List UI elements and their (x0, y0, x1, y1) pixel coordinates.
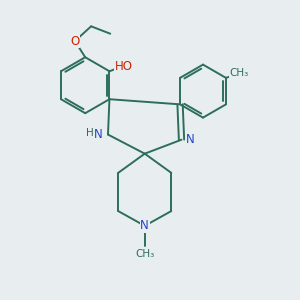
Text: N: N (94, 128, 103, 141)
Text: H: H (86, 128, 94, 138)
Text: N: N (94, 128, 103, 141)
Text: N: N (185, 133, 194, 146)
Text: CH₃: CH₃ (230, 68, 249, 78)
Text: O: O (70, 34, 80, 48)
Text: HO: HO (115, 60, 133, 73)
Text: CH₃: CH₃ (135, 249, 154, 259)
Text: N: N (140, 219, 149, 232)
